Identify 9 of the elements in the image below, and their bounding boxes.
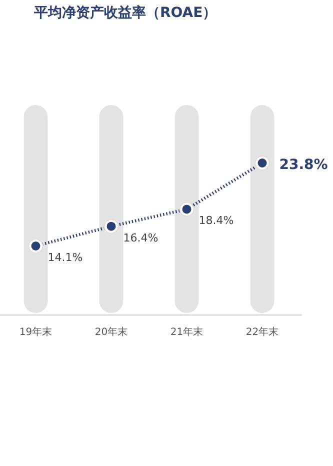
x-tick-label: 20年末	[94, 326, 128, 338]
x-tick-label: 21年末	[170, 326, 204, 338]
data-label: 23.8%	[279, 157, 328, 173]
x-tick-label: 22年末	[246, 326, 279, 338]
x-tick-label: 19年末	[19, 326, 52, 338]
data-label: 14.1%	[48, 251, 83, 264]
chart-title: 平均净资产收益率（ROAE）	[33, 4, 217, 21]
data-label: 18.4%	[198, 214, 234, 228]
data-label: 16.4%	[123, 231, 158, 244]
